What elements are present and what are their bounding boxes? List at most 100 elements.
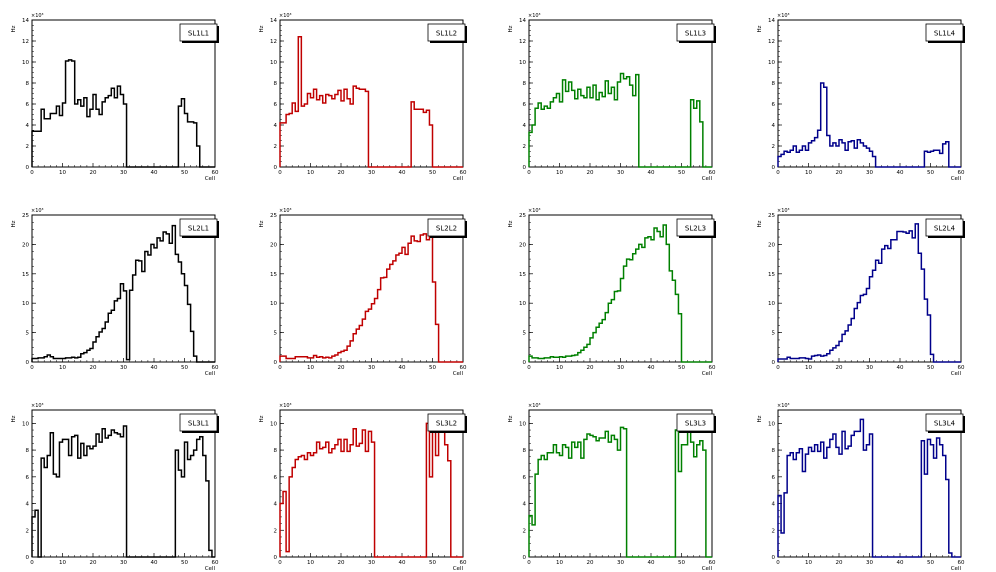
title-box bbox=[179, 413, 218, 432]
y-tick-label: 8 bbox=[274, 448, 278, 454]
x-tick-label: 50 bbox=[678, 170, 685, 176]
x-tick-label: 20 bbox=[338, 560, 345, 566]
x-tick-label: 10 bbox=[556, 560, 563, 566]
histogram-series bbox=[528, 72, 712, 168]
y-tick-label: 4 bbox=[523, 123, 527, 129]
y-axis-label: Hz bbox=[757, 220, 763, 227]
x-tick-label: 60 bbox=[212, 365, 219, 371]
histogram-series bbox=[31, 59, 215, 168]
chart-title: SL2L1 bbox=[188, 225, 209, 233]
y-axis-exponent: ×10³ bbox=[528, 208, 541, 214]
x-tick-label: 50 bbox=[429, 170, 436, 176]
x-tick-label: 10 bbox=[59, 170, 66, 176]
y-tick-label: 25 bbox=[22, 213, 29, 219]
y-axis-exponent: ×10³ bbox=[279, 403, 292, 409]
y-tick-label: 14 bbox=[768, 18, 775, 24]
y-tick-label: 12 bbox=[270, 39, 277, 45]
y-tick-label: 6 bbox=[26, 475, 30, 481]
x-axis-label: Cell bbox=[951, 371, 962, 377]
y-tick-label: 2 bbox=[274, 144, 278, 150]
chart-panel-sl1l2: 0 10 20 30 40 50 60 0 2 4 6 8 10 12 14×10³ Hz Cell SL1L2 bbox=[259, 13, 467, 182]
title-box bbox=[676, 413, 715, 432]
chart-panel-sl2l2: 0 10 20 30 40 50 60 0 5 10 15 20 25×10³ Hz Cell SL2L2 bbox=[259, 208, 467, 377]
x-tick-label: 60 bbox=[958, 365, 965, 371]
y-tick-label: 10 bbox=[270, 60, 277, 66]
x-tick-label: 40 bbox=[648, 170, 655, 176]
y-tick-label: 4 bbox=[772, 502, 776, 508]
y-tick-label: 0 bbox=[274, 360, 278, 366]
x-tick-label: 60 bbox=[460, 365, 467, 371]
y-tick-label: 0 bbox=[523, 165, 527, 171]
y-axis-exponent: ×10³ bbox=[528, 13, 541, 19]
x-tick-label: 0 bbox=[527, 560, 531, 566]
y-tick-label: 8 bbox=[26, 81, 30, 87]
y-tick-label: 6 bbox=[523, 475, 527, 481]
x-tick-label: 50 bbox=[927, 365, 934, 371]
x-tick-label: 60 bbox=[709, 170, 716, 176]
y-axis-label: Hz bbox=[11, 220, 17, 227]
y-tick-label: 10 bbox=[22, 60, 29, 66]
y-tick-label: 2 bbox=[274, 528, 278, 534]
y-tick-label: 0 bbox=[772, 555, 776, 561]
title-box bbox=[179, 23, 218, 42]
y-tick-label: 10 bbox=[270, 421, 277, 427]
y-axis-exponent: ×10³ bbox=[31, 13, 44, 19]
y-tick-label: 0 bbox=[26, 360, 30, 366]
y-tick-label: 0 bbox=[274, 555, 278, 561]
y-tick-label: 8 bbox=[274, 81, 278, 87]
histogram-series bbox=[777, 223, 961, 363]
y-tick-label: 20 bbox=[519, 242, 526, 248]
x-tick-label: 60 bbox=[709, 365, 716, 371]
x-axis-label: Cell bbox=[453, 371, 464, 377]
y-tick-label: 15 bbox=[519, 272, 526, 278]
y-tick-label: 2 bbox=[523, 144, 527, 150]
y-tick-label: 6 bbox=[274, 102, 278, 108]
title-box bbox=[179, 218, 218, 237]
y-tick-label: 8 bbox=[772, 448, 776, 454]
y-tick-label: 2 bbox=[26, 528, 30, 534]
x-tick-label: 30 bbox=[368, 170, 375, 176]
y-tick-label: 4 bbox=[772, 123, 776, 129]
y-axis-label: Hz bbox=[11, 25, 17, 32]
y-axis-label: Hz bbox=[508, 415, 514, 422]
title-box bbox=[676, 218, 715, 237]
x-tick-label: 50 bbox=[927, 560, 934, 566]
y-tick-label: 10 bbox=[768, 421, 775, 427]
chart-panel-sl3l3: 0 10 20 30 40 50 60 0 2 4 6 8 10 ×10³ Hz Cell SL3L3 bbox=[508, 403, 716, 572]
y-tick-label: 4 bbox=[274, 502, 278, 508]
x-axis-label: Cell bbox=[205, 566, 216, 572]
y-axis-label: Hz bbox=[11, 415, 17, 422]
title-box bbox=[427, 218, 466, 237]
x-tick-label: 60 bbox=[460, 170, 467, 176]
chart-panel-sl1l4: 0 10 20 30 40 50 60 0 2 4 6 8 10 12 14×10³ Hz Cell SL1L4 bbox=[757, 13, 965, 182]
y-tick-label: 10 bbox=[519, 421, 526, 427]
title-box bbox=[427, 23, 466, 42]
y-axis-label: Hz bbox=[757, 415, 763, 422]
y-tick-label: 10 bbox=[22, 421, 29, 427]
chart-panel-sl3l1: 0 10 20 30 40 50 60 0 2 4 6 8 10 ×10³ Hz Cell SL3L1 bbox=[11, 403, 219, 572]
histogram-series bbox=[777, 82, 961, 168]
y-tick-label: 5 bbox=[523, 331, 527, 337]
chart-panel-sl2l1: 0 10 20 30 40 50 60 0 5 10 15 20 25×10³ Hz Cell SL2L1 bbox=[11, 208, 219, 377]
y-tick-label: 12 bbox=[22, 39, 29, 45]
x-tick-label: 60 bbox=[958, 170, 965, 176]
y-axis-label: Hz bbox=[259, 415, 265, 422]
chart-title: SL2L3 bbox=[685, 225, 706, 233]
chart-panel-sl3l4: 0 10 20 30 40 50 60 0 2 4 6 8 10 ×10³ Hz Cell SL3L4 bbox=[757, 403, 965, 572]
x-tick-label: 20 bbox=[90, 170, 97, 176]
y-tick-label: 6 bbox=[274, 475, 278, 481]
x-tick-label: 20 bbox=[587, 170, 594, 176]
y-tick-label: 10 bbox=[768, 301, 775, 307]
y-tick-label: 10 bbox=[519, 301, 526, 307]
title-box bbox=[427, 413, 466, 432]
x-axis-label: Cell bbox=[951, 176, 962, 182]
y-tick-label: 8 bbox=[523, 448, 527, 454]
chart-title: SL1L4 bbox=[934, 30, 956, 38]
y-tick-label: 4 bbox=[274, 123, 278, 129]
chart-title: SL3L3 bbox=[685, 420, 706, 428]
title-box bbox=[925, 413, 964, 432]
x-tick-label: 30 bbox=[120, 560, 127, 566]
histogram-series bbox=[528, 224, 712, 363]
x-tick-label: 40 bbox=[151, 170, 158, 176]
